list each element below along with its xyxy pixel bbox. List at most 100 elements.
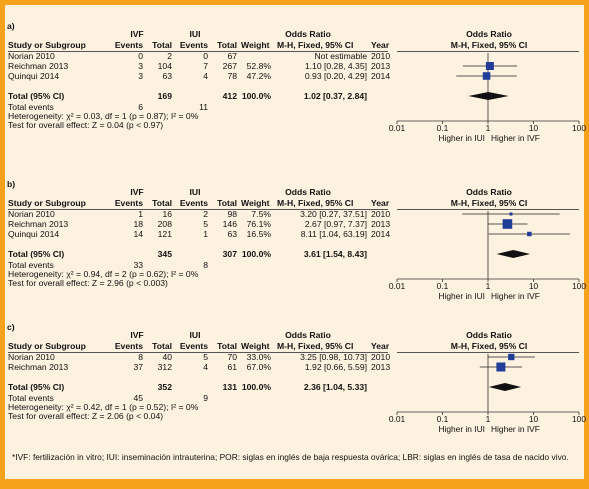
iui-total: 70 [227,352,237,362]
group1-header: IVF [130,187,144,197]
x-tick-label: 10 [529,414,539,424]
year-header: Year [371,198,390,208]
iui-total: 61 [227,362,237,372]
iui-events-header: Events [179,341,208,351]
ivf-events: 18 [133,219,143,229]
iui-total-header: Total [217,40,237,50]
summary-diamond [468,92,509,100]
or-header: Odds Ratio [285,330,331,340]
favours-left-label: Higher in IUI [438,133,485,143]
x-tick-label: 1 [486,281,491,291]
ivf-total-events: 45 [133,393,143,403]
total-label: Total (95% CI) [8,382,65,392]
weight-method-header: M-H, Fixed, 95% CI [277,40,354,50]
ivf-total-sum: 352 [157,382,172,392]
panel-label: a) [7,21,15,31]
weight-method-header: M-H, Fixed, 95% CI [277,341,354,351]
iui-total-sum: 412 [222,91,237,101]
study-marker [508,353,515,361]
study-or: Not estimable [314,51,367,61]
plot-method-header: M-H, Fixed, 95% CI [450,341,528,351]
ivf-events: 8 [138,352,143,362]
x-tick-label: 100 [572,281,586,291]
ivf-total: 63 [162,71,172,81]
study-or: 1.10 [0.28, 4.35] [304,61,367,71]
iui-events-header: Events [179,198,208,208]
ivf-total-header: Total [152,341,172,351]
x-tick-label: 10 [529,281,539,291]
iui-events: 2 [203,209,208,219]
year-header: Year [371,40,390,50]
iui-events: 4 [203,71,208,81]
total-or: 2.36 [1.04, 5.33] [303,382,367,392]
total-events-label: Total events [8,260,54,270]
study-name: Reichman 2013 [8,61,69,71]
overall-effect: Test for overall effect: Z = 0.04 (p < 0… [8,120,164,130]
study-weight: 16.5% [246,229,271,239]
plot-or-header: Odds Ratio [466,330,512,340]
forest-plot-1: a) IVF IUI Odds Ratio Odds Ratio Study or Sub… [5,19,586,149]
total-label: Total (95% CI) [8,249,65,259]
study-name: Norian 2010 [8,352,55,362]
iui-total-events: 8 [203,260,208,270]
study-marker [527,231,532,237]
table-header-rule [8,209,388,210]
overall-effect: Test for overall effect: Z = 2.06 (p < 0… [8,411,164,421]
group1-header: IVF [130,29,144,39]
study-header: Study or Subgroup [8,341,86,351]
or-header: Odds Ratio [285,29,331,39]
study-year: 2013 [371,362,391,372]
iui-events: 5 [203,219,208,229]
study-weight: 67.0% [246,362,271,372]
x-tick-label: 10 [529,123,539,133]
total-events-label: Total events [8,393,54,403]
ivf-total-sum: 169 [157,91,172,101]
ivf-total-sum: 345 [157,249,172,259]
total-label: Total (95% CI) [8,91,65,101]
or-header: Odds Ratio [285,187,331,197]
heterogeneity: Heterogeneity: χ² = 0.03, df = 1 (p = 0.… [8,111,199,121]
iui-total-events: 9 [203,393,208,403]
overall-effect: Test for overall effect: Z = 2.96 (p < 0… [8,278,168,288]
x-tick-label: 0.1 [437,123,449,133]
study-name: Norian 2010 [8,209,55,219]
study-marker [502,219,513,229]
iui-total: 267 [222,61,237,71]
study-year: 2010 [371,51,391,61]
ivf-events-header: Events [114,341,143,351]
plot-header-rule [397,51,579,52]
study-or: 8.11 [1.04, 63.19] [300,229,367,239]
panel-label: c) [7,322,15,332]
heterogeneity: Heterogeneity: χ² = 0.94, df = 2 (p = 0.… [8,269,199,279]
forest-plot-3: c) IVF IUI Odds Ratio Odds Ratio Study or Sub… [5,320,586,450]
iui-total-events: 11 [199,102,208,112]
forest-plot-graphic: 0.01 0.1 1 10 100 Higher in IUI Higher in IVF [389,211,586,301]
ivf-total: 312 [157,362,172,372]
study-marker [482,72,491,80]
group2-header: IUI [189,29,201,39]
x-tick-label: 0.01 [389,123,406,133]
iui-total-header: Total [217,198,237,208]
weight-method-header: M-H, Fixed, 95% CI [277,198,354,208]
iui-total: 98 [227,209,237,219]
study-weight: 47.2% [246,71,271,81]
weight-header: Weight [241,198,270,208]
iui-events: 4 [203,362,208,372]
ivf-total: 208 [157,219,172,229]
favours-right-label: Higher in IVF [491,133,540,143]
footnote: *IVF: fertilización in vitro; IUI: insem… [12,452,569,462]
study-or: 3.25 [0.98, 10.73] [300,352,367,362]
forest-plot-graphic: 0.01 0.1 1 10 100 Higher in IUI Higher in IVF [389,353,586,434]
study-name: Norian 2010 [8,51,55,61]
total-events-label: Total events [8,102,54,112]
x-tick-label: 0.1 [437,414,449,424]
study-marker [509,212,513,216]
plot-or-header: Odds Ratio [466,187,512,197]
study-or: 2.67 [0.97, 7.37] [304,219,367,229]
plot-header-rule [397,352,579,353]
study-marker [496,362,506,372]
group2-header: IUI [189,330,201,340]
iui-events-header: Events [179,40,208,50]
plot-header-rule [397,209,579,210]
study-weight: 7.5% [251,209,271,219]
